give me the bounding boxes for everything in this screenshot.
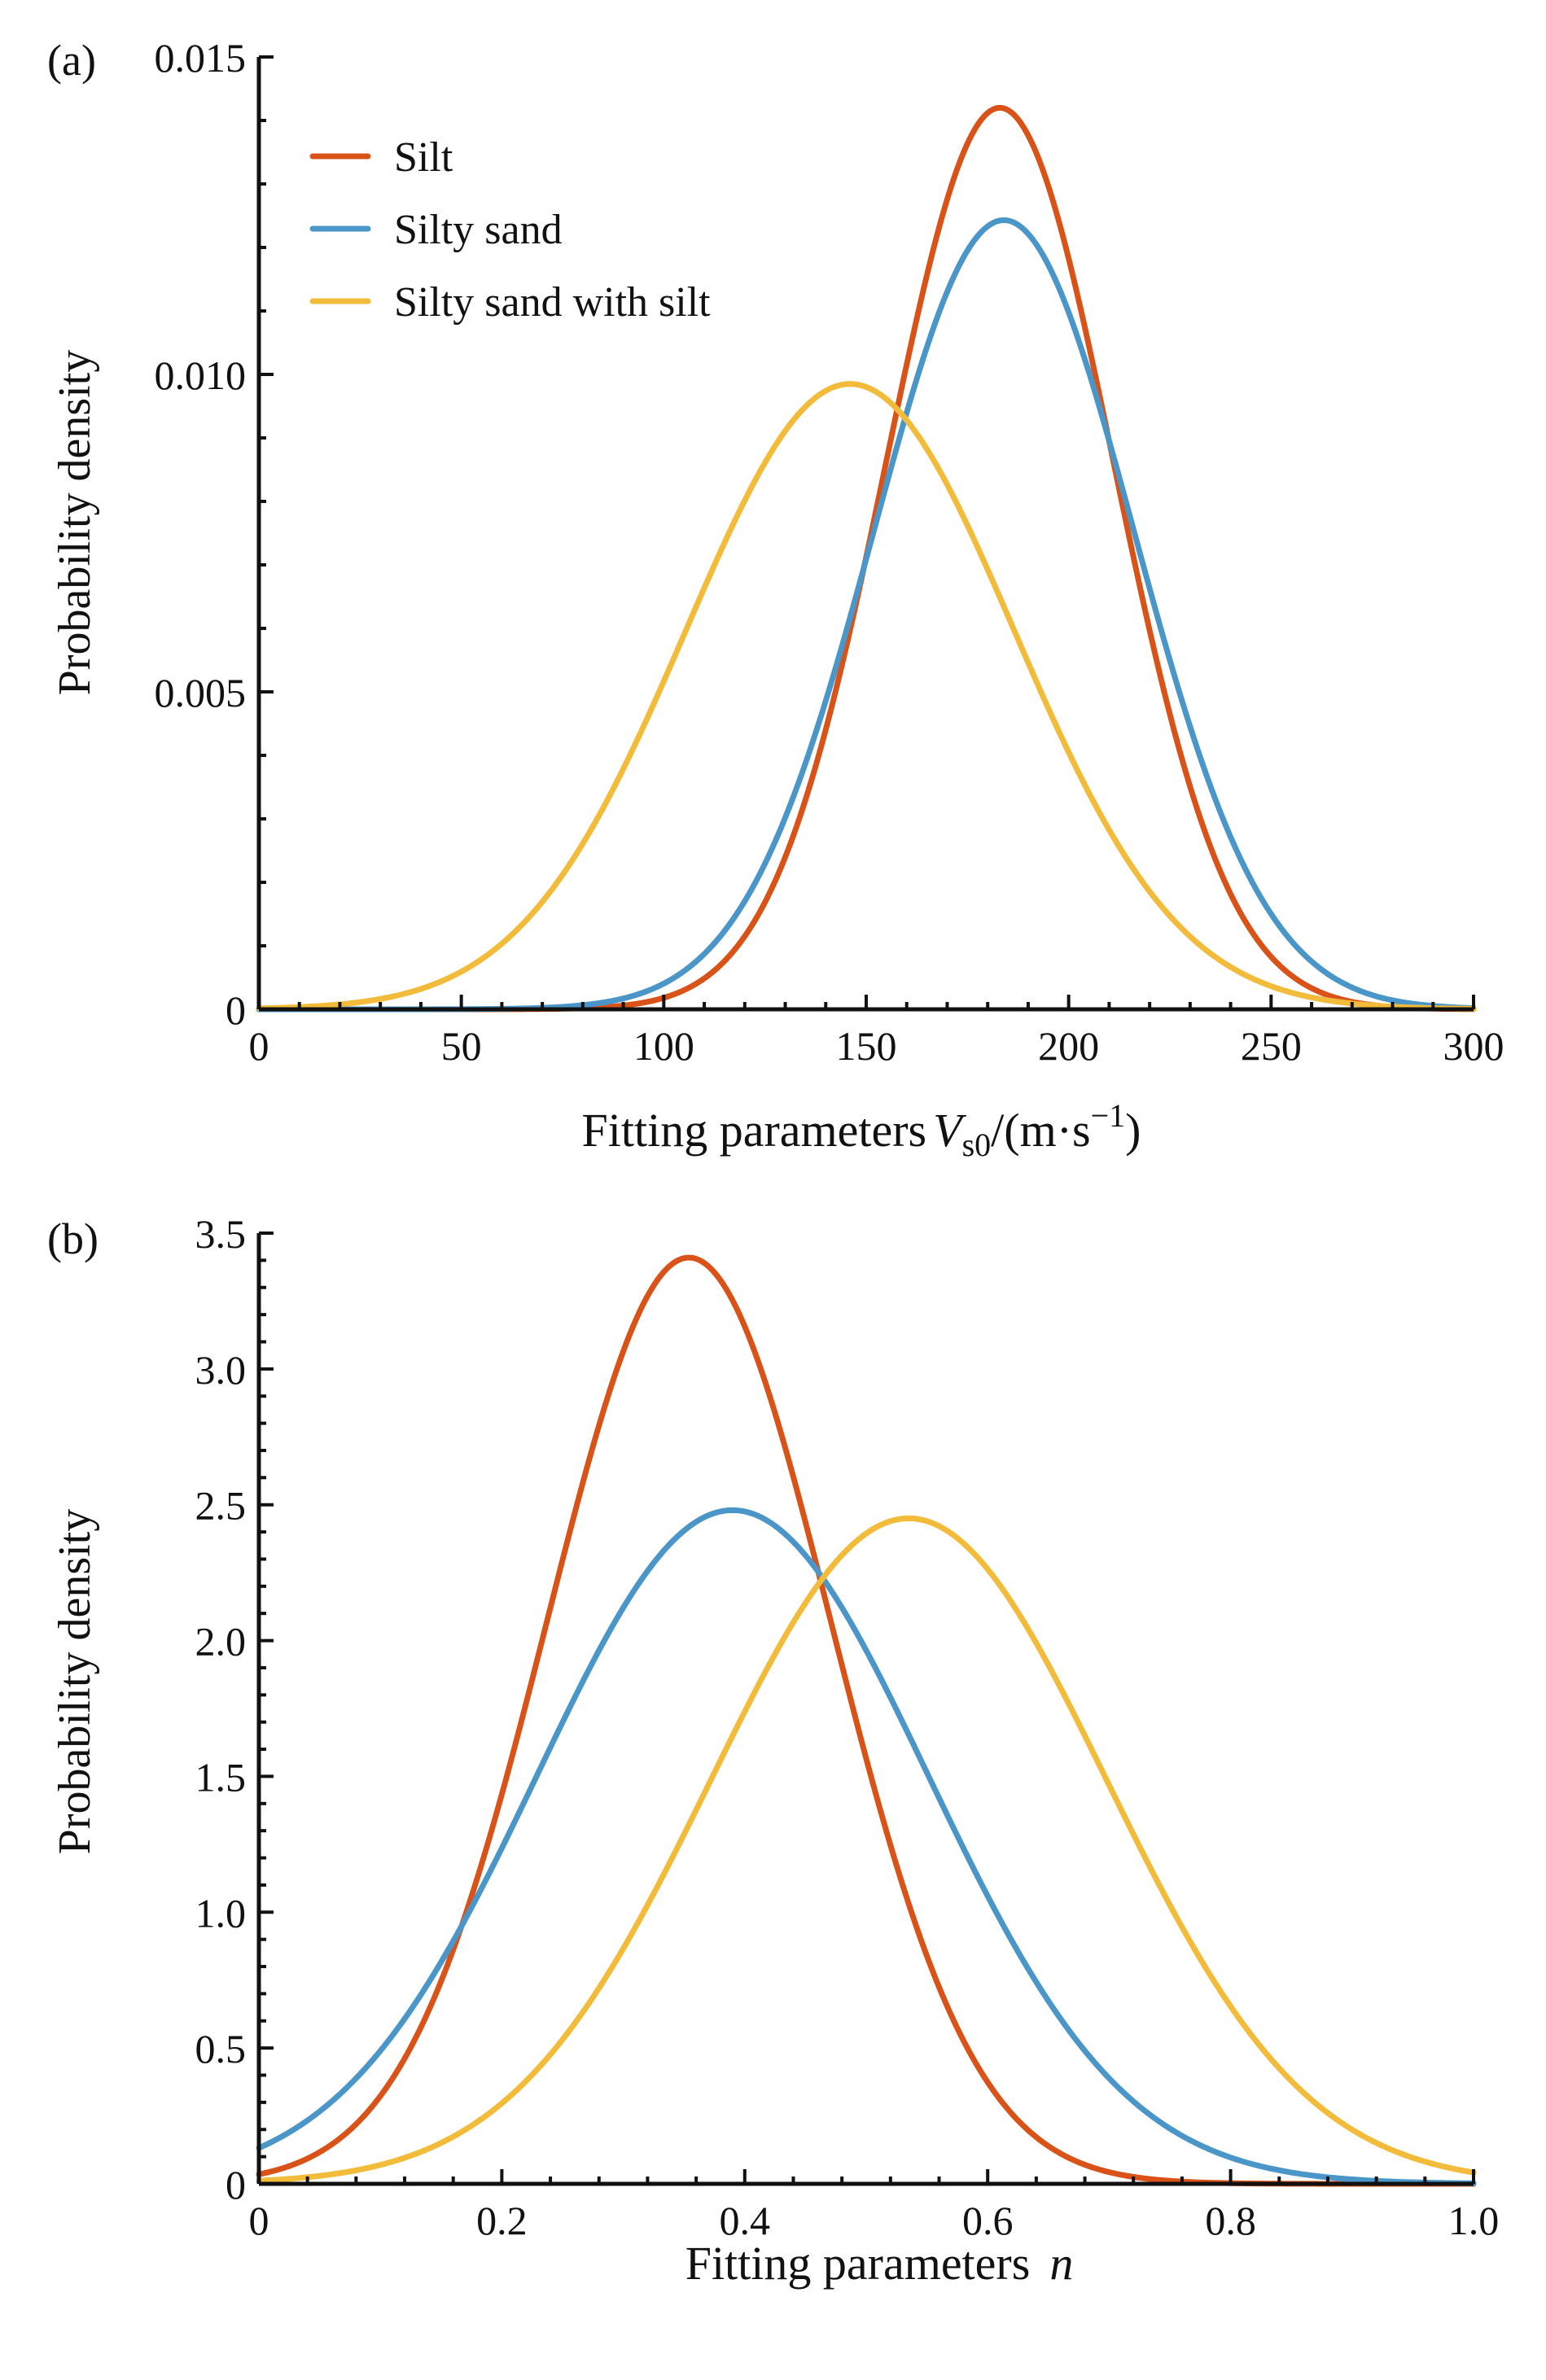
- x-tick-labels-b: 0 0.2 0.4 0.6 0.8 1.0: [249, 2198, 1500, 2243]
- x-tick-label-b: 1.0: [1448, 2198, 1500, 2243]
- y-tick-labels-a: 0 0.005 0.010 0.015: [155, 35, 247, 1033]
- y-tick-label-b: 3.5: [195, 1211, 247, 1257]
- y-tick-label-b: 0: [226, 2162, 246, 2207]
- legend-label-silt: Silt: [394, 134, 453, 181]
- y-tick-labels-b: 0 0.5 1.0 1.5 2.0 2.5 3.0 3.5: [195, 1211, 247, 2207]
- x-tick-label-b: 0.8: [1205, 2198, 1256, 2243]
- y-tick-label-a: 0: [226, 987, 246, 1033]
- x-axis-label-b: Fitting parameters n: [685, 2237, 1074, 2290]
- curve-silt-b: [256, 1254, 1477, 2187]
- panel-label-a: (a): [47, 36, 96, 85]
- x-axis-label-a: Fitting parameters Vs0/(m·s−1): [582, 1097, 1141, 1163]
- x-tick-labels-a: 0 50 100 150 200 250 300: [249, 1023, 1504, 1069]
- x-tick-label-b: 0: [249, 2198, 269, 2243]
- x-label-prefix-a: Fitting parameters: [582, 1104, 927, 1157]
- x-label-unit-open-a: /(m·s: [991, 1104, 1090, 1157]
- y-tick-label-a: 0.015: [155, 35, 247, 81]
- x-label-prefix-b: Fitting parameters: [685, 2237, 1031, 2290]
- y-tick-label-b: 1.5: [195, 1754, 247, 1800]
- y-tick-label-b: 1.0: [195, 1890, 247, 1936]
- x-tick-label-a: 50: [441, 1023, 482, 1069]
- curve-silty-sand-a: [256, 217, 1477, 1013]
- x-label-unit-close-a: ): [1125, 1104, 1141, 1157]
- x-label-sub-a: s0: [962, 1127, 992, 1163]
- panel-b: (b) 0 0.5 1.0 1.5 2.0 2.5 3.0 3.5 0 0.2 0.4 0.6 0.8…: [47, 1211, 1499, 2290]
- y-tick-label-a: 0.010: [155, 352, 247, 398]
- legend-label-silty-sand-with-silt: Silty sand with silt: [394, 279, 711, 326]
- y-tick-label-b: 2.0: [195, 1619, 247, 1665]
- x-label-var-a: V: [933, 1104, 967, 1157]
- axes-b: [256, 1232, 1475, 2186]
- x-label-sup-a: −1: [1091, 1097, 1126, 1134]
- panel-label-b: (b): [47, 1214, 99, 1263]
- x-tick-label-b: 0.6: [962, 2198, 1014, 2243]
- x-tick-label-b: 0.2: [476, 2198, 528, 2243]
- y-tick-label-b: 2.5: [195, 1483, 247, 1529]
- x-tick-label-a: 250: [1241, 1023, 1302, 1069]
- x-tick-label-b: 0.4: [720, 2198, 771, 2243]
- x-tick-label-a: 200: [1038, 1023, 1099, 1069]
- curve-silty-sand-with-silt-a: [256, 381, 1477, 1012]
- x-tick-label-a: 100: [633, 1023, 694, 1069]
- axes-a: [256, 55, 1475, 1012]
- y-tick-label-a: 0.005: [155, 670, 247, 715]
- x-tick-label-a: 150: [836, 1023, 897, 1069]
- legend: Silt Silty sand Silty sand with silt: [309, 134, 711, 326]
- curve-silty-sand-b: [256, 1507, 1477, 2186]
- legend-label-silty-sand: Silty sand: [394, 207, 563, 253]
- curve-silty-sand-with-silt-b: [256, 1515, 1477, 2184]
- y-axis-label-b: Probability density: [50, 1509, 100, 1855]
- x-label-var-b: n: [1049, 2237, 1073, 2290]
- x-tick-label-a: 300: [1443, 1023, 1504, 1069]
- y-axis-label-a: Probability density: [50, 350, 100, 696]
- x-tick-label-a: 0: [249, 1023, 269, 1069]
- y-tick-label-b: 3.0: [195, 1347, 247, 1393]
- curves-b: [256, 1254, 1477, 2187]
- y-tick-label-b: 0.5: [195, 2026, 247, 2072]
